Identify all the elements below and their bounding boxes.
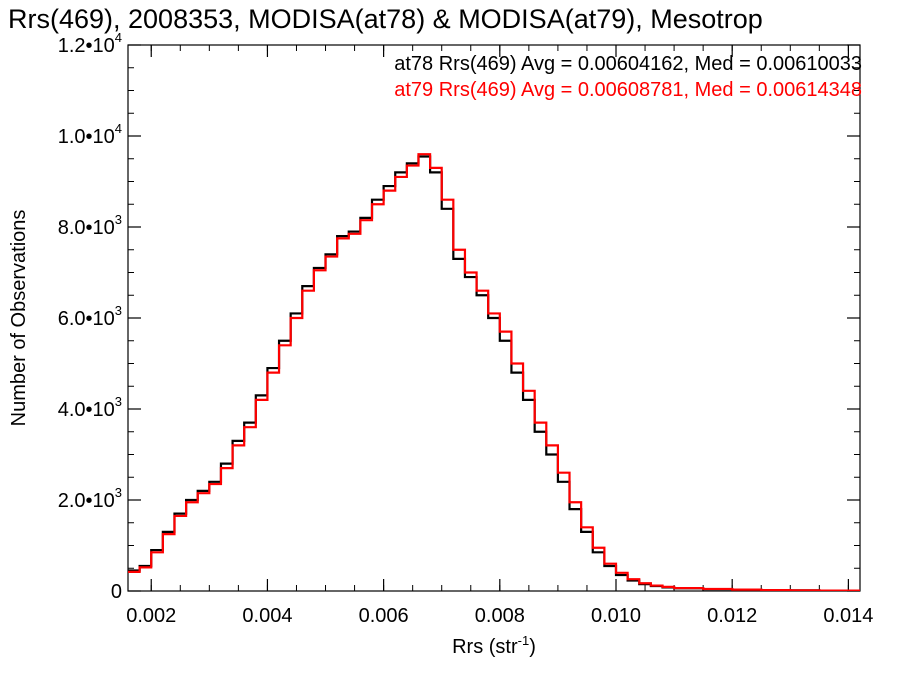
x-axis-label-superscript: -1 [518, 633, 530, 648]
y-tick-label-mantissa: 2.0•10 [58, 490, 115, 512]
y-tick-label-mantissa: 0 [111, 581, 122, 603]
series-at79-line [128, 153, 860, 591]
x-tick-label: 0.008 [475, 605, 525, 627]
y-tick-label-mantissa: 4.0•10 [58, 399, 115, 421]
x-axis-label-close: ) [529, 636, 536, 658]
y-tick-label-exponent: 3 [115, 303, 122, 318]
x-axis-ticks [150, 45, 849, 591]
x-tick-label: 0.006 [359, 605, 409, 627]
y-tick-label-exponent: 4 [115, 121, 122, 136]
x-tick-label: 0.002 [126, 605, 176, 627]
y-tick-label: 1.2•104 [58, 30, 122, 57]
y-tick-label-exponent: 4 [115, 30, 122, 45]
y-tick-label-mantissa: 1.2•10 [58, 35, 115, 57]
y-tick-label: 8.0•103 [58, 212, 122, 239]
y-tick-label: 4.0•103 [58, 394, 122, 421]
y-axis-tick-labels: 02.0•1034.0•1036.0•1038.0•1031.0•1041.2•… [58, 30, 122, 603]
x-tick-label: 0.010 [591, 605, 641, 627]
annotation-at78: at78 Rrs(469) Avg = 0.00604162, Med = 0.… [394, 53, 862, 75]
x-tick-label: 0.004 [242, 605, 292, 627]
x-axis-label: Rrs (str-1) [452, 633, 536, 658]
y-tick-label-mantissa: 8.0•10 [58, 217, 115, 239]
y-tick-label-exponent: 3 [115, 485, 122, 500]
y-tick-label: 2.0•103 [58, 485, 122, 512]
series-at78-line [128, 155, 860, 591]
y-tick-label-exponent: 3 [115, 212, 122, 227]
y-tick-label: 0 [111, 581, 122, 603]
y-tick-label-mantissa: 1.0•10 [58, 126, 115, 148]
x-axis-label-text: Rrs (str [452, 636, 518, 658]
series-layer [128, 153, 860, 591]
y-axis-label: Number of Observations [8, 210, 30, 427]
chart-title: Rrs(469), 2008353, MODISA(at78) & MODISA… [8, 4, 763, 34]
y-tick-label: 6.0•103 [58, 303, 122, 330]
x-axis-tick-labels: 0.002 0.004 0.006 0.008 0.010 0.012 0.014 [126, 605, 873, 627]
annotation-at79: at79 Rrs(469) Avg = 0.00608781, Med = 0.… [394, 79, 862, 101]
y-tick-label-exponent: 3 [115, 394, 122, 409]
x-tick-label: 0.012 [707, 605, 757, 627]
x-tick-label: 0.014 [823, 605, 873, 627]
y-tick-label: 1.0•104 [58, 121, 122, 148]
y-tick-label-mantissa: 6.0•10 [58, 308, 115, 330]
